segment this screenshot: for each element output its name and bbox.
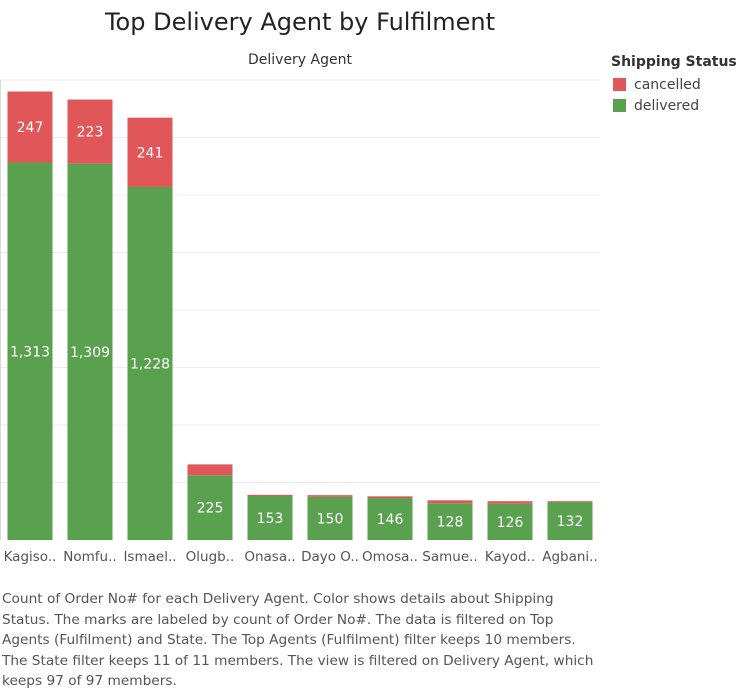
bar-delivered <box>307 496 353 540</box>
data-label-cancelled: 223 <box>77 125 104 141</box>
x-tick-label: Nomfu.. <box>63 549 116 565</box>
bar-delivered <box>367 498 413 540</box>
bar-cancelled <box>187 464 233 476</box>
bar-delivered <box>247 496 293 540</box>
x-tick-label: Onasa.. <box>244 549 295 565</box>
x-tick-label: Kayod.. <box>485 549 535 565</box>
legend-item-cancelled[interactable]: cancelled <box>611 74 737 95</box>
data-label-delivered: 128 <box>437 515 464 531</box>
chart-title: Top Delivery Agent by Fulfilment <box>104 8 496 36</box>
bar-delivered <box>187 475 233 540</box>
x-tick-label: Omosa.. <box>362 549 418 565</box>
legend-label: cancelled <box>634 76 701 93</box>
bar-cancelled <box>7 91 53 163</box>
data-label-delivered: 1,313 <box>10 344 50 360</box>
legend-label: delivered <box>634 97 700 114</box>
legend-item-delivered[interactable]: delivered <box>611 95 737 116</box>
bar-delivered <box>487 503 533 540</box>
x-tick-label: Olugb.. <box>186 549 235 565</box>
bar-delivered <box>427 503 473 540</box>
x-tick-label: Agbani.. <box>542 549 598 565</box>
x-tick-label: Ismael.. <box>123 549 176 565</box>
column-header: Delivery Agent <box>247 52 352 68</box>
data-label-delivered: 1,228 <box>130 356 170 372</box>
bar-cancelled <box>547 501 593 503</box>
bar-delivered <box>547 502 593 540</box>
x-tick-label: Dayo O.. <box>301 549 359 565</box>
legend: Shipping Status cancelled delivered <box>611 54 737 116</box>
bar-cancelled <box>67 99 113 164</box>
bar-cancelled <box>127 117 173 187</box>
data-label-delivered: 146 <box>377 512 404 528</box>
data-label-delivered: 225 <box>197 501 224 517</box>
data-label-delivered: 1,309 <box>70 345 110 361</box>
bar-cancelled <box>487 501 533 504</box>
data-label-delivered: 150 <box>317 511 344 527</box>
x-tick-label: Samue.. <box>422 549 477 565</box>
x-tick-label: Kagiso.. <box>4 549 57 565</box>
data-label-cancelled: 247 <box>17 120 44 136</box>
bar-delivered <box>127 186 173 540</box>
chart-caption: Count of Order No# for each Delivery Age… <box>2 591 594 689</box>
bar-delivered <box>7 162 53 540</box>
bar-cancelled <box>427 500 473 504</box>
bar-cancelled <box>307 495 353 497</box>
legend-swatch-cancelled <box>613 78 626 91</box>
legend-swatch-delivered <box>613 99 626 112</box>
data-label-delivered: 153 <box>257 511 284 527</box>
data-label-delivered: 126 <box>497 515 524 531</box>
bar-cancelled <box>247 494 293 497</box>
bar-delivered <box>67 163 113 540</box>
bar-cancelled <box>367 496 413 499</box>
data-label-cancelled: 241 <box>137 145 164 161</box>
bar-chart: 1,313 247 Kagiso.. 1,309 223 Nomfu.. 1,228 241 I… <box>0 79 600 565</box>
legend-title: Shipping Status <box>611 54 737 70</box>
data-label-delivered: 132 <box>557 514 584 530</box>
